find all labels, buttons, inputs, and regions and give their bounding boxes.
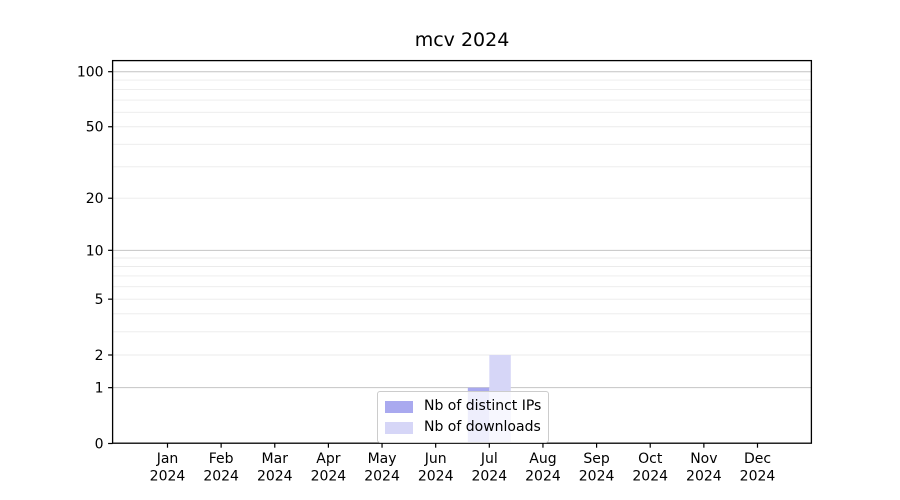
chart-title: mcv 2024 [414,29,510,51]
x-tick-label-month: Mar [262,451,289,467]
x-tick-label-month: Oct [638,451,663,467]
x-tick-label-year: 2024 [632,469,668,485]
y-tick-label: 50 [86,120,104,136]
x-tick-label-year: 2024 [311,469,347,485]
x-tick-label-year: 2024 [471,469,507,485]
x-tick-label-month: Apr [316,451,340,467]
x-tick-label-year: 2024 [740,469,776,485]
x-tick-label-month: Sep [583,451,610,467]
x-tick-label-month: Aug [529,451,556,467]
x-tick-label-month: Feb [209,451,234,467]
x-tick-label-year: 2024 [418,469,454,485]
legend-label-downloads: Nb of downloads [424,419,541,435]
y-tick-label: 2 [95,348,104,364]
legend-item-distinct-ips: Nb of distinct IPs [385,397,541,416]
x-tick-label-year: 2024 [150,469,186,485]
x-tick-label-month: May [368,451,397,467]
x-tick-label-year: 2024 [203,469,239,485]
y-tick-label: 100 [77,65,104,81]
x-tick-label-month: Jan [156,451,179,467]
legend-swatch-downloads [385,421,413,434]
x-tick-label-year: 2024 [257,469,293,485]
x-tick-label-year: 2024 [364,469,400,485]
x-tick-label-month: Dec [744,451,771,467]
x-tick-label-month: Jun [424,451,447,467]
y-tick-label: 0 [95,437,104,453]
x-tick-label-year: 2024 [525,469,561,485]
legend-label-distinct-ips: Nb of distinct IPs [424,398,542,414]
y-tick-label: 20 [86,191,104,207]
x-tick-label-month: Nov [690,451,717,467]
legend: Nb of distinct IPs Nb of downloads [377,391,550,443]
y-tick-label: 1 [95,381,104,397]
plot-frame [111,59,813,444]
legend-swatch-distinct-ips [385,400,413,413]
x-tick-label-year: 2024 [579,469,615,485]
y-tick-label: 10 [86,243,104,259]
legend-item-downloads: Nb of downloads [385,418,541,437]
y-tick-label: 5 [95,292,104,308]
x-tick-label-year: 2024 [686,469,722,485]
x-tick-label-month: Jul [480,451,498,467]
